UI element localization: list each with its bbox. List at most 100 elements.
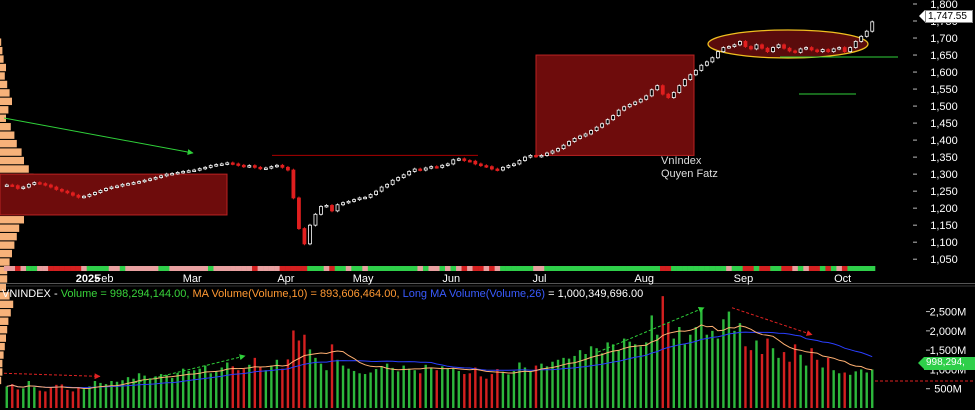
month-label: Oct — [834, 273, 851, 285]
band-seg — [682, 266, 688, 271]
volume-bar — [314, 357, 317, 408]
band-seg — [505, 266, 512, 271]
volume-bar — [600, 353, 604, 408]
band-seg — [31, 266, 38, 271]
profile-bin — [0, 258, 10, 266]
volume-bar — [374, 369, 378, 408]
profile-bin — [0, 46, 3, 55]
volume-bar — [534, 365, 538, 408]
volume-bar — [88, 386, 91, 408]
candle-body — [379, 186, 384, 192]
candle-body — [4, 184, 9, 187]
candle-body — [572, 138, 577, 142]
volume-bar — [231, 366, 234, 408]
band-seg — [814, 266, 821, 271]
band-seg — [307, 266, 314, 271]
band-seg — [687, 266, 694, 271]
band-seg — [279, 266, 286, 271]
volume-bar — [358, 373, 361, 408]
band-seg — [516, 266, 523, 271]
volume-bar — [441, 366, 444, 408]
candle-body — [721, 47, 726, 53]
band-seg — [64, 266, 71, 271]
candle-body — [649, 89, 654, 97]
volume-bar — [215, 370, 218, 408]
volume-bar — [645, 342, 648, 408]
band-seg — [92, 266, 99, 271]
candle-body — [390, 179, 395, 185]
candle-body — [622, 106, 627, 111]
band-seg — [819, 266, 826, 271]
candle-body — [291, 169, 296, 199]
volume-bar — [181, 368, 185, 408]
band-seg — [841, 266, 848, 271]
watermark-line1: VnIndex — [661, 155, 702, 167]
candle-body — [65, 190, 70, 194]
volume-bar — [777, 357, 780, 408]
band-seg — [152, 266, 159, 271]
candle-body — [512, 163, 516, 167]
volume-bar — [248, 364, 251, 408]
band-seg — [268, 266, 275, 271]
band-seg — [4, 266, 10, 271]
volume-bar — [661, 296, 664, 408]
price-tick-label: 1,600 — [930, 67, 958, 79]
candle-body — [517, 160, 522, 165]
volume-bar — [132, 378, 135, 408]
band-seg — [764, 266, 771, 271]
price-tick-label: 1,250 — [930, 186, 958, 198]
band-seg — [704, 266, 710, 271]
volume-bar — [672, 338, 675, 408]
volume-bar — [771, 348, 775, 408]
candle-body — [600, 123, 605, 128]
price-tick-label: 1,400 — [930, 135, 958, 147]
volume-bar — [452, 368, 455, 408]
candle-body — [423, 167, 428, 171]
ma10-label: MA Volume(Volume,10) = 893,606,464.00, — [192, 288, 400, 300]
volume-bar — [99, 382, 102, 408]
volume-bar — [617, 350, 620, 408]
candle-body — [48, 184, 53, 188]
candle-body — [605, 119, 610, 125]
volume-bar — [689, 334, 692, 408]
band-seg — [599, 266, 606, 271]
band-seg — [759, 266, 766, 271]
volume-bar — [226, 362, 229, 408]
candle-body — [159, 175, 164, 178]
band-seg — [671, 266, 677, 271]
candle-body — [93, 192, 97, 195]
candle-body — [269, 166, 274, 169]
profile-bin — [0, 266, 8, 275]
candle-body — [489, 166, 494, 170]
candle-body — [363, 196, 367, 200]
band-seg — [439, 266, 446, 271]
volume-bar — [573, 355, 576, 408]
volume-bar — [529, 370, 532, 408]
profile-bin — [0, 148, 22, 156]
volume-bar — [308, 349, 312, 408]
volume-bar — [204, 365, 207, 408]
candle-body — [809, 47, 814, 51]
candle-body — [616, 109, 621, 117]
profile-bin — [0, 342, 5, 351]
band-seg — [246, 266, 253, 271]
zone-jan — [0, 173, 228, 216]
month-label: Jun — [442, 273, 460, 285]
volume-bar — [815, 359, 819, 408]
candle-body — [241, 164, 246, 168]
volume-bar — [430, 367, 433, 408]
volume-bar — [683, 344, 687, 408]
band-seg — [147, 266, 154, 271]
volume-bar — [187, 370, 190, 408]
volume-bar — [628, 341, 631, 408]
band-seg — [676, 266, 683, 271]
candle-body — [258, 166, 263, 170]
volume-bar — [407, 368, 411, 408]
volume-bar — [744, 346, 747, 408]
band-seg — [191, 266, 198, 271]
volume-ma-lines — [3, 307, 975, 390]
candle-body — [760, 44, 764, 49]
volume-bar — [639, 346, 642, 408]
profile-bin — [0, 241, 15, 249]
